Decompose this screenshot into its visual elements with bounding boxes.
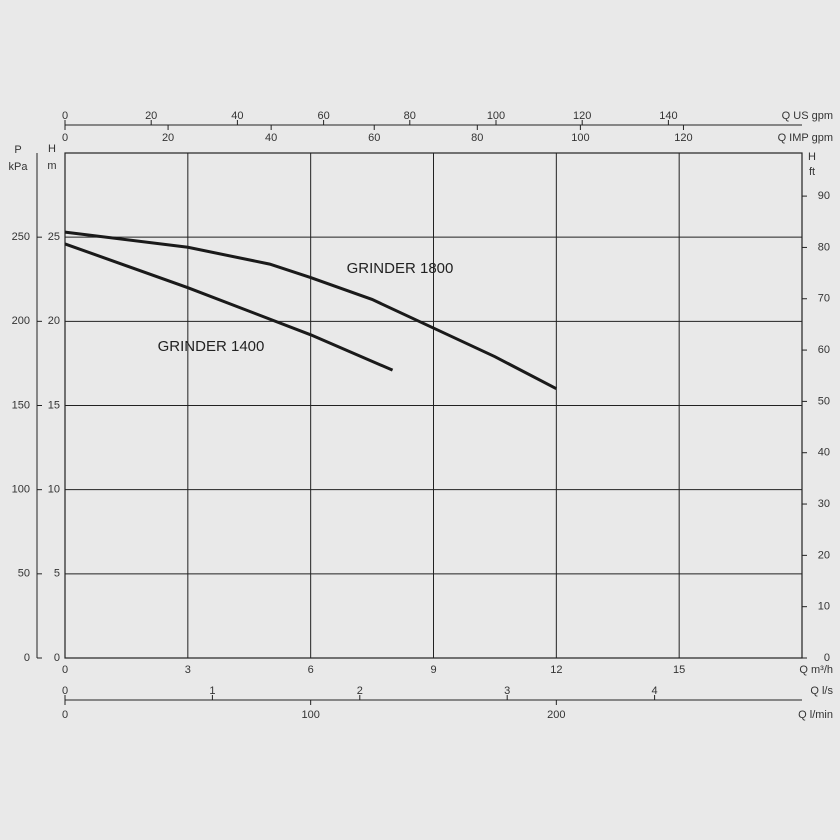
- x-tick-label: 3: [185, 664, 191, 676]
- x-tick-label: 0: [62, 664, 68, 676]
- y-tick-label: 15: [48, 399, 60, 411]
- y-tick-label: 25: [48, 231, 60, 243]
- x-tick-label: 6: [308, 664, 314, 676]
- x-axis-label: Q US gpm: [782, 110, 833, 122]
- x-axis-tick-label: 120: [573, 110, 591, 122]
- y-axis-label: m: [47, 160, 56, 172]
- y-tick-label: 10: [48, 484, 60, 496]
- x-axis-tick-label: 100: [571, 132, 589, 144]
- y3-tick-label: 200: [12, 315, 30, 327]
- x-axis-tick-label: 100: [487, 110, 505, 122]
- y2-tick-label: 60: [818, 344, 830, 356]
- y2-tick-label: 80: [818, 241, 830, 253]
- y-tick-label: 5: [54, 568, 60, 580]
- y3-axis-label: P: [14, 144, 21, 156]
- y2-tick-label: 10: [818, 601, 830, 613]
- y-tick-label: 20: [48, 315, 60, 327]
- x-axis-tick-label: 0: [62, 110, 68, 122]
- curve-label: GRINDER 1400: [158, 338, 265, 355]
- x-axis-tick-label: 60: [317, 110, 329, 122]
- x-tick-label: 15: [673, 664, 685, 676]
- y3-tick-label: 100: [12, 484, 30, 496]
- y2-tick-label: 90: [818, 190, 830, 202]
- y2-tick-label: 70: [818, 293, 830, 305]
- x-axis-tick-label: 200: [547, 709, 565, 721]
- y2-tick-label: 0: [824, 652, 830, 664]
- y-axis-label: H: [48, 143, 56, 155]
- x-tick-label: 9: [430, 664, 436, 676]
- y3-axis-label: kPa: [9, 161, 29, 173]
- x-axis-tick-label: 80: [471, 132, 483, 144]
- x-axis-label: Q l/s: [810, 685, 833, 697]
- x-axis-tick-label: 140: [659, 110, 677, 122]
- x-axis-tick-label: 40: [265, 132, 277, 144]
- curve-label: GRINDER 1800: [347, 260, 454, 277]
- y2-tick-label: 50: [818, 395, 830, 407]
- y2-axis-label: ft: [809, 166, 815, 178]
- y2-tick-label: 40: [818, 447, 830, 459]
- x-axis-label: Q m³/h: [799, 664, 833, 676]
- x-axis-tick-label: 0: [62, 709, 68, 721]
- y2-axis-label: H: [808, 151, 816, 163]
- y3-tick-label: 150: [12, 399, 30, 411]
- x-axis-tick-label: 1: [209, 685, 215, 697]
- x-axis-tick-label: 3: [504, 685, 510, 697]
- curve: [64, 242, 394, 372]
- x-axis-tick-label: 20: [145, 110, 157, 122]
- y3-tick-label: 250: [12, 231, 30, 243]
- y-tick-label: 0: [54, 652, 60, 664]
- x-axis-label: Q IMP gpm: [778, 132, 833, 144]
- x-axis-tick-label: 0: [62, 685, 68, 697]
- x-axis-tick-label: 20: [162, 132, 174, 144]
- x-axis-tick-label: 0: [62, 132, 68, 144]
- y2-tick-label: 20: [818, 549, 830, 561]
- x-axis-tick-label: 40: [231, 110, 243, 122]
- x-axis-tick-label: 2: [357, 685, 363, 697]
- x-axis-tick-label: 120: [674, 132, 692, 144]
- y3-tick-label: 0: [24, 652, 30, 664]
- x-axis-tick-label: 80: [404, 110, 416, 122]
- x-axis-tick-label: 60: [368, 132, 380, 144]
- x-axis-tick-label: 100: [301, 709, 319, 721]
- y2-tick-label: 30: [818, 498, 830, 510]
- x-axis-label: Q l/min: [798, 709, 833, 721]
- y3-tick-label: 50: [18, 568, 30, 580]
- curve: [64, 230, 558, 390]
- x-axis-tick-label: 4: [652, 685, 658, 697]
- x-tick-label: 12: [550, 664, 562, 676]
